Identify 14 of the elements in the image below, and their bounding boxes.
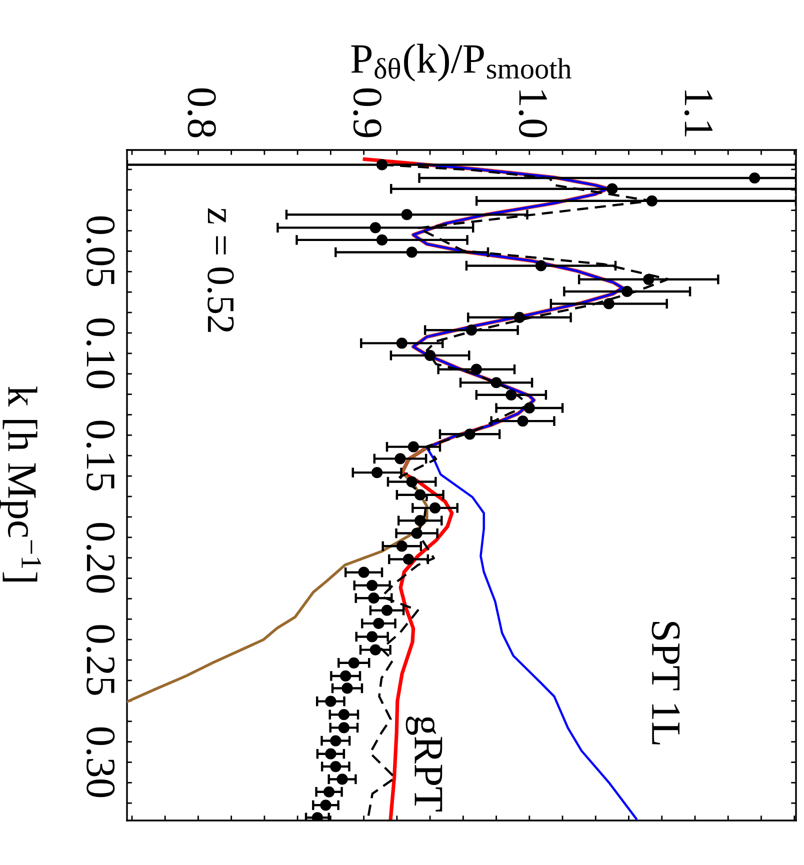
text: SPT 1L: [652, 622, 680, 744]
y-tick-label: 0.15: [86, 420, 115, 490]
y-tick-label: 0.25: [86, 625, 115, 695]
x-axis-title: P$_{δθ}$(k)/P$_{smooth}$: [351, 44, 572, 82]
y-tick-label: 0.05: [86, 216, 115, 286]
x-tick-label: 0.9: [353, 88, 382, 138]
y-tick-label: 0.10: [86, 318, 115, 388]
x-tick-label: 1.0: [518, 90, 548, 138]
text: gRPT: [406, 716, 442, 812]
x-tick-label: 0.8: [188, 88, 216, 138]
annotation: z = 0.52: [207, 208, 234, 332]
y-tick-label: 0.30: [86, 727, 115, 798]
y-tick-label: 0.20: [86, 522, 115, 593]
x-tick-label: 1.1: [684, 90, 712, 136]
